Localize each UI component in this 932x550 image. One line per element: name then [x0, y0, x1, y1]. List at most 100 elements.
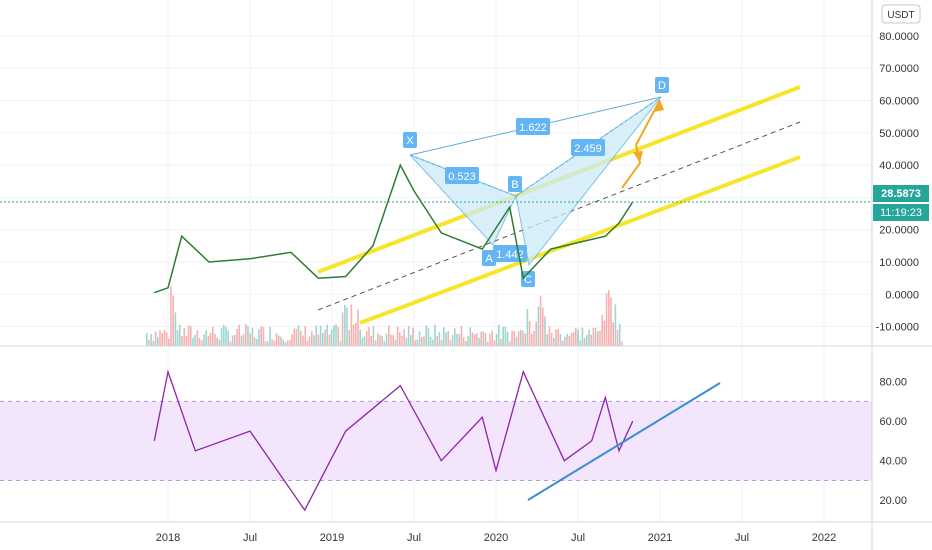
volume-bar [449, 340, 452, 346]
volume-bar [605, 293, 608, 346]
volume-bar [212, 326, 214, 346]
volume-bar [454, 328, 456, 346]
volume-bar [399, 332, 401, 346]
volume-bar [460, 326, 463, 346]
volume-bar [262, 327, 265, 346]
volume-bar [308, 336, 311, 346]
volume-bar [581, 327, 584, 346]
volume-bar [350, 304, 353, 346]
pattern-ratio[interactable]: 0.523 [445, 167, 479, 184]
rsi-axis[interactable]: 80.00 60.00 40.00 20.00 [879, 377, 907, 508]
volume-bar [225, 326, 227, 346]
pattern-point-label: B [511, 179, 518, 191]
volume-bar [394, 339, 397, 346]
rsi-band-bounds [0, 400, 872, 481]
volume-bar [482, 331, 485, 346]
volume-bar [267, 341, 269, 346]
volume-bar [346, 307, 348, 346]
volume-bar [163, 329, 166, 346]
pattern-ratio[interactable]: 1.442 [493, 245, 527, 262]
price-axis[interactable]: USDT 80.0000 70.0000 60.0000 50.0000 40.0000… [873, 4, 929, 334]
volume-bar [242, 334, 245, 346]
pattern-point-x[interactable]: X [403, 132, 417, 148]
volume-bar [493, 340, 496, 346]
volume-bar [348, 329, 350, 346]
time-tick: 2018 [156, 532, 180, 544]
volume-bar [196, 330, 199, 346]
volume-bar [548, 326, 551, 346]
volume-bar [390, 334, 392, 346]
volume-bar [368, 327, 370, 346]
last-price-badge: 28.5873 [873, 185, 929, 202]
volume-bar [489, 333, 491, 346]
pattern-ratio-label: 2.459 [574, 143, 602, 155]
volume-bar [214, 334, 216, 346]
volume-bar [599, 330, 601, 346]
volume-bar [300, 330, 302, 346]
time-tick: Jul [243, 532, 257, 544]
volume-bar [341, 312, 344, 346]
volume-bar [517, 331, 520, 346]
volume-bar [374, 340, 377, 346]
volume-bar [476, 333, 478, 346]
time-axis[interactable]: 2018 Jul 2019 Jul 2020 Jul 2021 Jul 2022 [156, 532, 836, 544]
volume-bar [586, 335, 588, 346]
pattern-point-a[interactable]: A [482, 250, 496, 266]
volume-bar [542, 307, 544, 346]
volume-bar [537, 306, 540, 346]
last-price-label: 28.5873 [881, 188, 921, 200]
pattern-point-label: A [485, 253, 493, 265]
volume-bar [445, 332, 447, 346]
volume-bar [425, 325, 427, 346]
rsi-tick: 80.00 [879, 377, 907, 389]
volume-bar [159, 330, 161, 346]
volume-bar [423, 336, 425, 346]
volume-bar [498, 324, 500, 346]
volume-bar [154, 331, 157, 346]
pattern-point-label: X [406, 135, 414, 147]
pattern-point-c[interactable]: C [521, 271, 535, 287]
volume-bar [256, 339, 258, 346]
volume-bar [247, 326, 249, 346]
volume-bar [418, 331, 421, 346]
volume-bar [504, 326, 507, 346]
volume-bar [227, 330, 229, 346]
countdown-label: 11:19:23 [880, 207, 922, 219]
volume-bar [522, 330, 524, 346]
volume-bar [330, 329, 333, 346]
volume-bar [238, 324, 240, 346]
price-tick: 0.0000 [885, 289, 919, 301]
volume-bar [597, 331, 599, 346]
volume-bar [484, 333, 487, 346]
volume-bar [405, 337, 408, 346]
volume-bar [286, 340, 289, 346]
price-tick: 60.0000 [879, 95, 919, 107]
volume-bar [291, 334, 293, 346]
currency-badge[interactable]: USDT [881, 4, 921, 24]
volume-bar [280, 336, 282, 346]
volume-bar [339, 340, 342, 346]
volume-bar [612, 322, 614, 346]
volume-bar [526, 309, 529, 346]
volume-bar [410, 335, 412, 346]
volume-bar [456, 333, 458, 346]
volume-bar [352, 324, 355, 346]
volume-bar [553, 337, 555, 346]
pattern-point-d[interactable]: D [655, 77, 669, 93]
volume-bar [315, 325, 317, 346]
volume-bar [566, 333, 568, 346]
volume-bar [601, 314, 603, 346]
volume-bar [555, 329, 557, 346]
volume-bar [377, 333, 379, 346]
rsi-line [153, 369, 634, 512]
pattern-point-b[interactable]: B [508, 176, 522, 192]
volume-bar [251, 327, 254, 346]
pattern-ratio[interactable]: 1.622 [516, 118, 550, 135]
volume-bar [366, 331, 368, 346]
volume-bar [185, 335, 188, 346]
price-tick: 10.0000 [879, 257, 919, 269]
volume-bar [610, 297, 612, 346]
volume-bar [379, 334, 381, 346]
pattern-ratio[interactable]: 2.459 [571, 139, 605, 156]
volume-bar [546, 334, 548, 346]
